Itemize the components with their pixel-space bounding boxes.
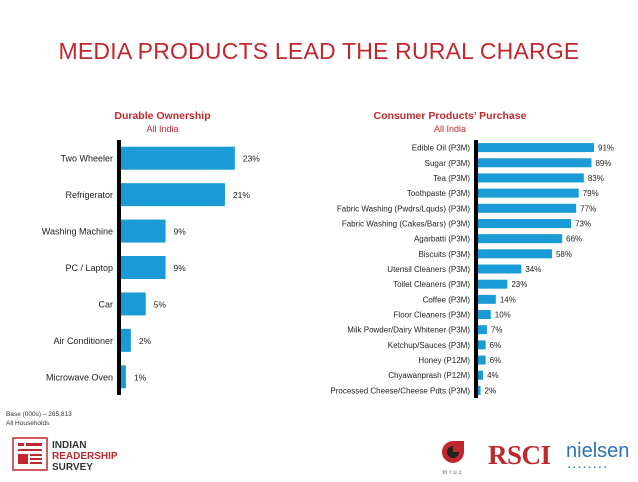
consumer-label-fabric-washing-cakes-bars-p3m: Fabric Washing (Cakes/Bars) (P3M) (342, 219, 471, 228)
durable-value-pc-laptop: 9% (174, 263, 187, 273)
consumer-bar-agarbatti-p3m (478, 234, 563, 244)
durable-value-car: 5% (154, 299, 167, 309)
consumer-value-toothpaste-p3m: 79% (583, 189, 599, 198)
consumer-label-biscuits-p3m: Biscuits (P3M) (418, 250, 470, 259)
consumer-bar-edible-oil-p3m (478, 143, 595, 153)
durable-axis-line (117, 140, 121, 395)
irs-line1: INDIAN (52, 440, 86, 451)
consumer-value-utensil-cleaners-p3m: 34% (525, 265, 541, 274)
consumer-label-sugar-p3m: Sugar (P3M) (425, 159, 471, 168)
mruc-text: mruc (442, 470, 463, 476)
irs-line2: READERSHIP (52, 451, 118, 462)
consumer-bar-sugar-p3m (478, 158, 592, 168)
durable-label-air-conditioner: Air Conditioner (53, 336, 113, 346)
durable-label-washing-machine: Washing Machine (42, 227, 113, 237)
durable-value-microwave-oven: 1% (134, 372, 147, 382)
consumer-bar-utensil-cleaners-p3m (478, 264, 522, 274)
consumer-value-fabric-washing-cakes-bars-p3m: 73% (575, 219, 591, 228)
consumer-bar-fabric-washing-pwdrs-lquds-p3m (478, 203, 577, 213)
consumer-label-coffee-p3m: Coffee (P3M) (423, 295, 471, 304)
nielsen-logo: nielsen (566, 440, 630, 462)
durable-bar-car (121, 292, 146, 316)
consumer-bar-honey-p12m (478, 355, 486, 365)
consumer-label-honey-p12m: Honey (P12M) (418, 356, 470, 365)
consumer-chart-subtitle: All India (433, 124, 467, 134)
consumer-value-ketchup-sauces-p3m: 6% (490, 341, 502, 350)
durable-label-pc-laptop: PC / Laptop (65, 263, 113, 273)
consumer-chart-title: Consumer Products’ Purchase (373, 110, 527, 122)
consumer-label-tea-p3m: Tea (P3M) (433, 174, 470, 183)
durable-value-air-conditioner: 2% (139, 336, 152, 346)
consumer-value-edible-oil-p3m: 91% (598, 144, 614, 153)
consumer-value-sugar-p3m: 89% (595, 159, 611, 168)
consumer-label-utensil-cleaners-p3m: Utensil Cleaners (P3M) (387, 265, 470, 274)
durable-bar-air-conditioner (121, 328, 131, 352)
consumer-bar-chyawanprash-p12m (478, 370, 484, 380)
irs-logo-mark: INDIAN READERSHIP SURVEY (12, 437, 118, 473)
nielsen-dots-decoration: ▪▪▪▪▪▪▪▪ (568, 465, 610, 471)
durable-bar-refrigerator (121, 183, 225, 207)
consumer-axis-line (474, 140, 478, 398)
consumer-label-agarbatti-p3m: Agarbatti (P3M) (414, 235, 470, 244)
durable-bar-pc-laptop (121, 256, 166, 279)
consumer-bar-floor-cleaners-p3m (478, 310, 491, 320)
durable-label-refrigerator: Refrigerator (65, 190, 113, 200)
consumer-label-edible-oil-p3m: Edible Oil (P3M) (412, 144, 471, 153)
page-title: MEDIA PRODUCTS LEAD THE RURAL CHARGE (58, 38, 580, 64)
durable-value-two-wheeler: 23% (243, 154, 260, 164)
consumer-value-processed-cheese-cheese-pdts-p3m: 2% (485, 386, 497, 395)
consumer-bar-toilet-cleaners-p3m (478, 279, 508, 289)
durable-value-washing-machine: 9% (174, 227, 187, 237)
consumer-label-fabric-washing-pwdrs-lquds-p3m: Fabric Washing (Pwdrs/Lquds) (P3M) (337, 204, 470, 213)
consumer-value-biscuits-p3m: 58% (556, 250, 572, 259)
durable-chart-title: Durable Ownership (114, 110, 211, 122)
consumer-bar-toothpaste-p3m (478, 188, 579, 198)
durable-chart-subtitle: All India (146, 124, 179, 134)
consumer-label-toilet-cleaners-p3m: Toilet Cleaners (P3M) (393, 280, 470, 289)
consumer-label-ketchup-sauces-p3m: Ketchup/Sauces (P3M) (388, 341, 471, 350)
base-note: Base (000s) – 265,813 (6, 411, 72, 418)
consumer-label-toothpaste-p3m: Toothpaste (P3M) (407, 189, 470, 198)
consumer-label-processed-cheese-cheese-pdts-p3m: Processed Cheese/Cheese Pdts (P3M) (330, 386, 470, 395)
consumer-bar-coffee-p3m (478, 294, 496, 304)
durable-value-refrigerator: 21% (233, 190, 250, 200)
durable-label-car: Car (98, 299, 113, 309)
consumer-label-chyawanprash-p12m: Chyawanprash (P12M) (388, 371, 470, 380)
consumer-value-floor-cleaners-p3m: 10% (495, 311, 511, 320)
durable-bar-washing-machine (121, 219, 166, 243)
consumer-value-coffee-p3m: 14% (500, 295, 516, 304)
consumer-value-agarbatti-p3m: 66% (566, 235, 582, 244)
consumer-bar-processed-cheese-cheese-pdts-p3m (478, 385, 481, 395)
consumer-label-floor-cleaners-p3m: Floor Cleaners (P3M) (394, 311, 471, 320)
consumer-value-toilet-cleaners-p3m: 23% (511, 280, 527, 289)
households-note: All Households (6, 420, 50, 427)
consumer-value-chyawanprash-p12m: 4% (487, 371, 499, 380)
consumer-bar-milk-powder-dairy-whitener-p3m (478, 325, 487, 335)
rsci-logo: RSCI (488, 440, 551, 470)
consumer-value-honey-p12m: 6% (490, 356, 502, 365)
consumer-bar-tea-p3m (478, 173, 584, 183)
consumer-value-milk-powder-dairy-whitener-p3m: 7% (491, 326, 503, 335)
consumer-label-milk-powder-dairy-whitener-p3m: Milk Powder/Dairy Whitener (P3M) (347, 326, 470, 335)
durable-bar-microwave-oven (121, 365, 126, 389)
consumer-bar-ketchup-sauces-p3m (478, 340, 486, 350)
consumer-bar-fabric-washing-cakes-bars-p3m (478, 218, 572, 228)
durable-label-two-wheeler: Two Wheeler (60, 154, 113, 164)
indian-readership-survey-logo: INDIAN READERSHIP SURVEY (12, 437, 162, 473)
durable-bar-two-wheeler (121, 146, 235, 170)
irs-line3: SURVEY (52, 462, 93, 471)
consumer-value-tea-p3m: 83% (588, 174, 604, 183)
consumer-bar-biscuits-p3m (478, 249, 552, 259)
durable-label-microwave-oven: Microwave Oven (46, 372, 113, 382)
consumer-value-fabric-washing-pwdrs-lquds-p3m: 77% (580, 204, 596, 213)
mruc-logo: mruc (436, 437, 470, 477)
mruc-logo-mark: mruc (442, 441, 464, 476)
